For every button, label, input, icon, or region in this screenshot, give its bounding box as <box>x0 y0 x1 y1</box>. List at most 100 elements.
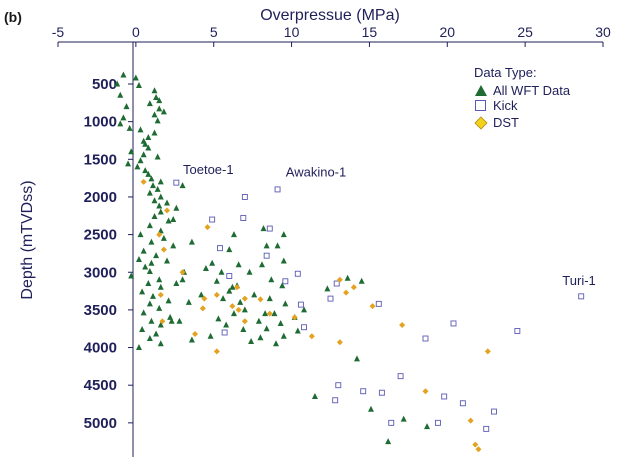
wft-point <box>146 335 153 342</box>
dst-point <box>343 289 350 296</box>
wft-point <box>353 355 360 362</box>
dst-point <box>336 276 343 283</box>
wft-point <box>146 222 153 229</box>
wft-point <box>114 80 121 87</box>
kick-point <box>173 179 180 186</box>
wft-point <box>235 261 242 268</box>
dst-point <box>235 306 242 313</box>
wft-point <box>146 267 153 274</box>
wft-point <box>151 87 158 94</box>
wft-point <box>145 133 152 140</box>
annotations: Toetoe-1 Awakino-1 Turi-1 <box>183 162 596 288</box>
kick-point <box>335 382 342 389</box>
legend-label-kick: Kick <box>493 98 518 113</box>
y-tick-label: 4000 <box>84 340 117 357</box>
y-axis: 500 1000 1500 2000 2500 3000 3500 4000 4500 5000 <box>84 42 134 457</box>
dst-point <box>350 284 357 291</box>
kick-point <box>294 270 301 277</box>
y-tick-label: 2000 <box>84 189 117 206</box>
wft-point <box>145 280 152 287</box>
y-tick-label: 500 <box>92 76 117 93</box>
dst-point <box>241 295 248 302</box>
panel-label: (b) <box>4 9 22 25</box>
wft-point <box>202 264 209 271</box>
wft-point <box>151 197 158 204</box>
wft-point <box>237 298 244 305</box>
kick-point <box>333 280 340 287</box>
wft-point <box>277 319 284 326</box>
x-axis-title: Overpressue (MPa) <box>260 7 400 24</box>
wft-point <box>226 287 233 294</box>
well-annotation: Toetoe-1 <box>183 162 234 177</box>
wft-point <box>134 163 141 170</box>
dst-point <box>422 388 429 395</box>
kick-point <box>388 419 395 426</box>
x-tick-label: -5 <box>52 24 65 40</box>
wft-point <box>188 336 195 343</box>
wft-point <box>255 317 262 324</box>
wft-point <box>173 204 180 211</box>
wft-point <box>137 157 144 164</box>
wft-point <box>139 325 146 332</box>
kick-point <box>263 252 270 259</box>
kick-point <box>301 324 307 331</box>
y-axis-title: Depth (mTVDss) <box>19 180 36 299</box>
well-annotation: Turi-1 <box>562 273 595 288</box>
wft-point <box>176 317 183 324</box>
wft-point <box>279 282 286 289</box>
wft-point <box>156 202 163 209</box>
wft-point <box>123 103 130 110</box>
wft-point <box>126 124 133 131</box>
wft-point <box>156 276 163 283</box>
legend-marker-wft-icon <box>475 85 487 96</box>
wft-point <box>156 304 163 311</box>
dst-point <box>291 314 298 321</box>
wft-point <box>248 338 255 345</box>
wft-point <box>218 268 225 275</box>
dst-point <box>201 295 208 302</box>
wft-point <box>148 317 155 324</box>
y-tick-label: 3000 <box>84 264 117 281</box>
kick-point <box>240 215 247 221</box>
dst-point <box>399 321 406 328</box>
wft-point <box>179 276 186 283</box>
wft-point <box>154 117 161 124</box>
wft-point <box>257 334 264 341</box>
wft-point <box>142 167 149 174</box>
wft-point <box>156 97 163 104</box>
x-tick-label: 15 <box>362 24 378 40</box>
wft-point <box>125 160 132 167</box>
x-tick-label: 25 <box>517 24 533 40</box>
dst-point <box>179 269 186 276</box>
wft-point <box>273 340 279 347</box>
wft-point <box>400 415 407 422</box>
wft-point <box>140 247 147 254</box>
x-tick-label: 5 <box>210 24 218 40</box>
wft-point <box>160 234 167 241</box>
wft-point <box>207 332 214 339</box>
y-ticks: 500 1000 1500 2000 2500 3000 3500 4000 4500 5000 <box>84 76 133 432</box>
wft-point <box>139 288 146 295</box>
dst-point <box>199 305 206 312</box>
dst-point <box>472 441 479 448</box>
dst-point <box>204 224 211 231</box>
dst-point <box>266 310 273 317</box>
kick-point <box>241 193 248 200</box>
wft-point <box>241 306 248 313</box>
wft-point <box>268 276 275 283</box>
kick-point <box>360 388 367 395</box>
kick-point <box>297 301 304 308</box>
wft-point <box>263 242 270 249</box>
dst-point <box>140 178 147 185</box>
wft-point <box>146 100 153 107</box>
dst-point <box>229 303 236 310</box>
y-tick-label: 1000 <box>84 114 117 131</box>
kick-point <box>491 408 497 415</box>
wft-point <box>266 295 273 302</box>
dst-point <box>192 330 199 337</box>
x-ticks: -5 0 5 10 15 20 25 30 <box>52 24 611 47</box>
wft-point <box>260 225 267 232</box>
wft-point <box>251 291 258 298</box>
wft-point <box>154 185 161 192</box>
